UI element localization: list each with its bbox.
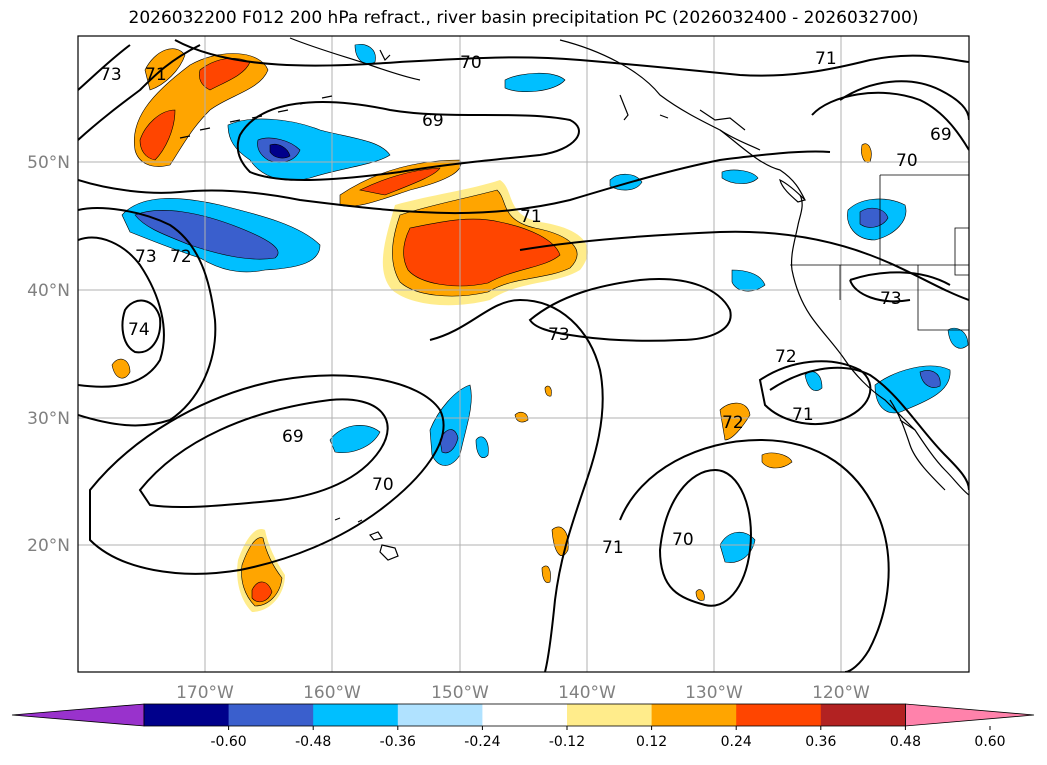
contour-label: 71 xyxy=(815,49,837,69)
colorbar-tick-label: -0.48 xyxy=(295,734,331,750)
contour-label: 70 xyxy=(672,530,694,550)
lon-label-120w: 120°W xyxy=(812,683,870,703)
lat-label-20n: 20°N xyxy=(27,536,70,556)
contour-label: 69 xyxy=(930,125,952,145)
map-frame xyxy=(77,35,970,673)
contour-label: 72 xyxy=(170,247,192,267)
colorbar-segment xyxy=(567,704,653,726)
lon-label-170w: 170°W xyxy=(176,683,234,703)
latitude-labels: 50°N 40°N 30°N 20°N xyxy=(27,153,70,556)
lat-label-40n: 40°N xyxy=(27,281,70,301)
colorbar-tick-label: -0.12 xyxy=(549,734,585,750)
contour-label: 71 xyxy=(602,538,624,558)
colorbar-outline xyxy=(143,703,906,727)
contour-label: 70 xyxy=(372,475,394,495)
lon-label-130w: 130°W xyxy=(685,683,743,703)
colorbar-tick-label: 0.48 xyxy=(890,734,921,750)
lat-label-30n: 30°N xyxy=(27,409,70,429)
colorbar: -0.60 -0.48 -0.36 -0.24 -0.12 0.12 0.24 0.36 0.4… xyxy=(11,703,1035,750)
colorbar-segment xyxy=(397,704,483,726)
refractivity-contours xyxy=(78,39,969,672)
lon-label-140w: 140°W xyxy=(558,683,616,703)
lon-label-150w: 150°W xyxy=(431,683,489,703)
colorbar-tick-label: 0.12 xyxy=(636,734,667,750)
contour-label: 72 xyxy=(722,413,744,433)
colorbar-extend-high xyxy=(905,703,1035,727)
contour-label: 74 xyxy=(128,320,150,340)
colorbar-segment xyxy=(820,704,906,726)
contour-label: 71 xyxy=(145,65,167,85)
contour-label: 73 xyxy=(100,65,122,85)
map-plot-area: 73 71 70 69 71 73 72 74 69 70 71 73 72 7… xyxy=(78,36,969,672)
precip-shading xyxy=(111,43,969,612)
contour-label: 73 xyxy=(135,247,157,267)
colorbar-tick-label: 0.36 xyxy=(805,734,836,750)
colorbar-segment xyxy=(228,704,314,726)
colorbar-extend-low xyxy=(11,703,145,727)
contour-label: 69 xyxy=(282,427,304,447)
colorbar-segment xyxy=(651,704,737,726)
colorbar-segment xyxy=(736,704,822,726)
colorbar-tick-label: 0.24 xyxy=(721,734,752,750)
colorbar-tick-label: -0.24 xyxy=(464,734,500,750)
coastlines xyxy=(179,37,969,561)
map-title: 2026032200 F012 200 hPa refract., river … xyxy=(128,8,919,28)
contour-label: 70 xyxy=(460,53,482,73)
contour-label: 71 xyxy=(792,405,814,425)
colorbar-segment xyxy=(144,704,230,726)
contour-label: 73 xyxy=(880,289,902,309)
colorbar-tick-label: -0.36 xyxy=(380,734,416,750)
longitude-labels: 170°W 160°W 150°W 140°W 130°W 120°W xyxy=(176,683,870,703)
colorbar-tick-label: 0.60 xyxy=(974,734,1005,750)
contour-label: 72 xyxy=(775,347,797,367)
contour-label: 71 xyxy=(520,207,542,227)
contour-label: 73 xyxy=(548,325,570,345)
contour-label: 70 xyxy=(896,151,918,171)
colorbar-segment xyxy=(313,704,399,726)
lon-label-160w: 160°W xyxy=(303,683,361,703)
lat-label-50n: 50°N xyxy=(27,153,70,173)
colorbar-tick-label: -0.60 xyxy=(210,734,246,750)
colorbar-segment xyxy=(482,704,568,726)
contour-label: 69 xyxy=(422,111,444,131)
contour-labels: 73 71 70 69 71 73 72 74 69 70 71 73 72 7… xyxy=(100,49,952,558)
